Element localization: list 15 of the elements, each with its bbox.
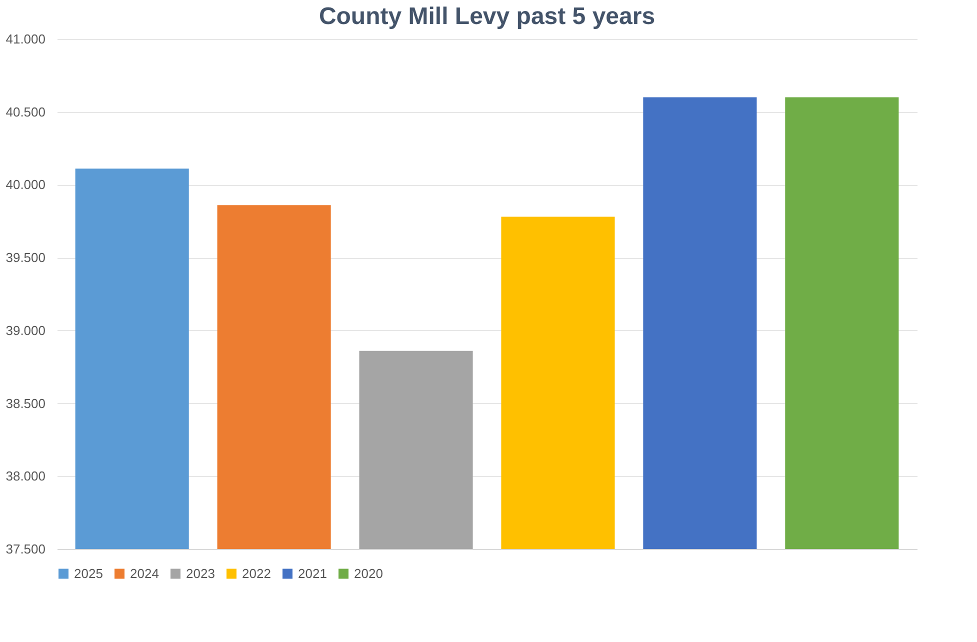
y-tick-label: 38.500 (6, 396, 46, 411)
chart-title: County Mill Levy past 5 years (318, 3, 656, 30)
y-tick-label: 39.000 (6, 322, 46, 338)
legend-label: 2022 (242, 566, 271, 581)
y-tick-label: 39.500 (6, 250, 46, 266)
y-tick-label: 40.000 (6, 177, 46, 192)
legend-label: 2023 (186, 566, 215, 581)
legend-label: 2024 (130, 566, 159, 581)
y-tick-label: 41.000 (6, 32, 46, 46)
legend-label: 2025 (74, 566, 103, 581)
y-tick-label: 37.500 (6, 542, 46, 556)
y-tick-label: 40.500 (6, 104, 46, 120)
y-tick-label: 38.000 (6, 468, 46, 484)
legend-label: 2021 (298, 566, 327, 581)
legend-label: 2020 (354, 566, 383, 581)
